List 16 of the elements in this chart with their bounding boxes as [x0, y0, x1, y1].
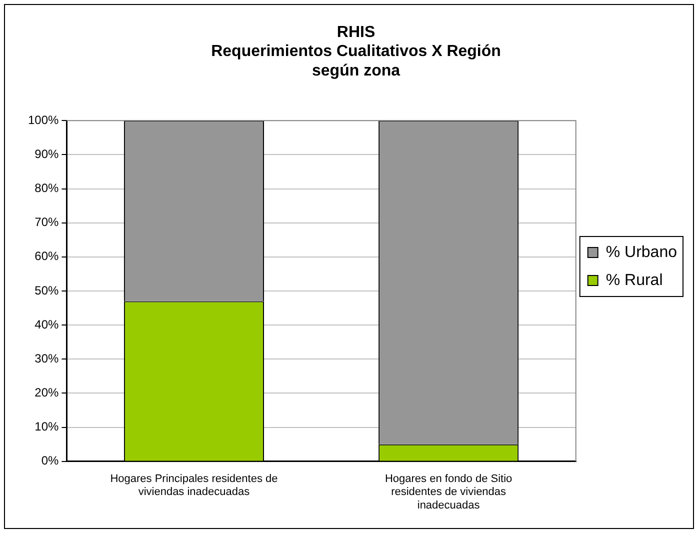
y-tick-label: 30%: [34, 351, 60, 366]
legend-label: % Rural: [606, 272, 663, 289]
y-tick-label: 50%: [34, 283, 60, 298]
y-tick-label: 70%: [34, 215, 60, 230]
y-tick-label: 100%: [28, 112, 60, 127]
x-tick-label: Hogares Principales residentes de viviendas inadecuadas: [110, 473, 278, 498]
y-tick-label: 10%: [34, 420, 60, 434]
y-tick-label: 0%: [41, 454, 60, 468]
y-tick-label: 90%: [34, 146, 60, 161]
chart-title: RHIS Requerimientos Cualitativos X Región según zona: [211, 24, 501, 80]
x-tick-label: Hogares en fondo de Sitio residentes de viviendas inadecuadas: [384, 473, 512, 512]
y-tick-label: 80%: [34, 181, 60, 196]
y-tick-label: 60%: [34, 249, 60, 264]
y-tick-label: 40%: [34, 317, 60, 332]
y-tick-label: 20%: [34, 386, 60, 400]
legend-label: % Urbano: [606, 244, 678, 261]
